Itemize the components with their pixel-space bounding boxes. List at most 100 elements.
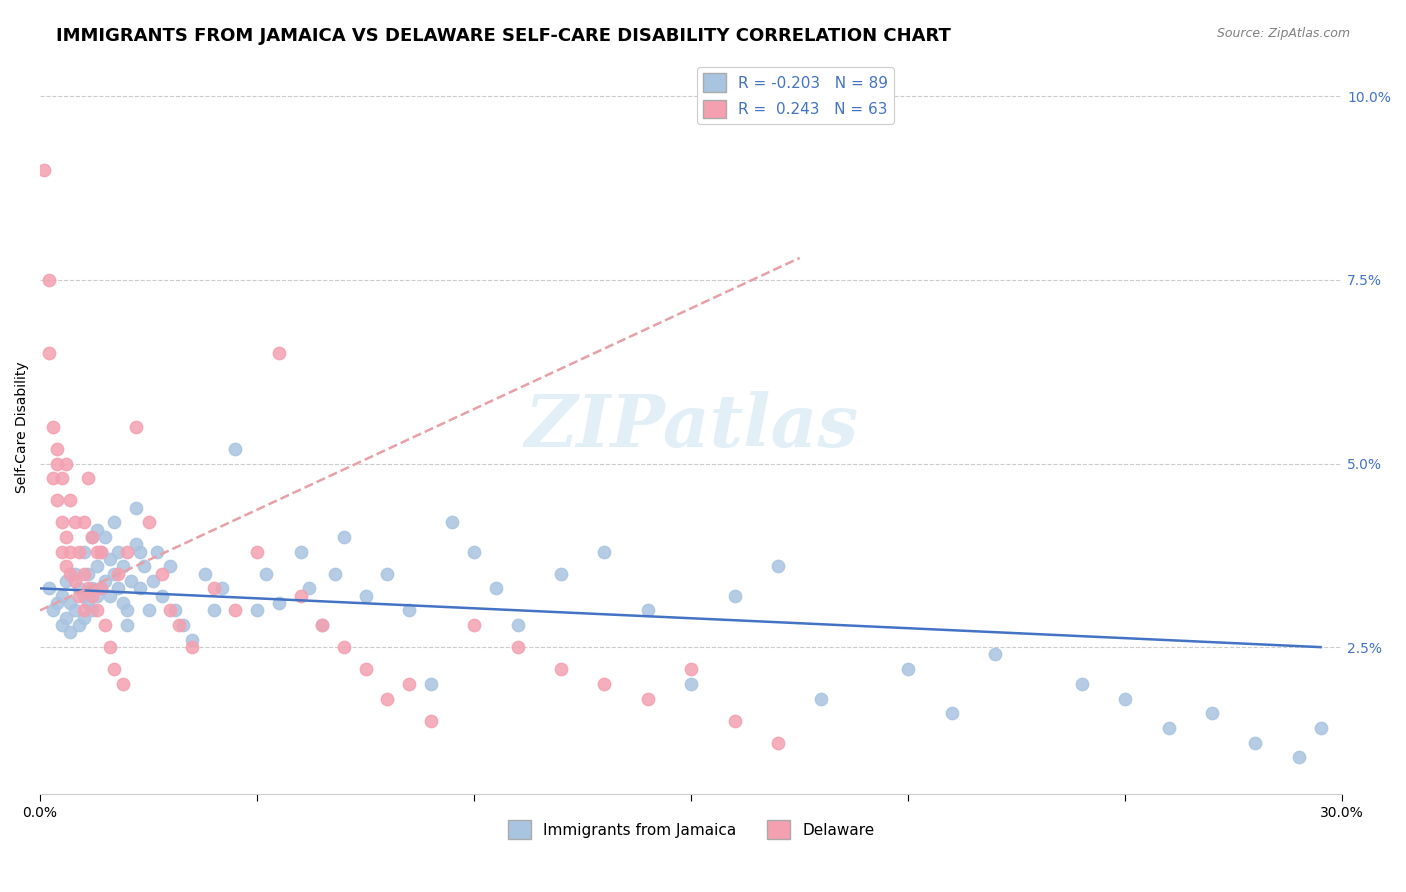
Point	[51, 471, 73, 485]
Point	[72, 611, 94, 625]
Point	[86, 603, 108, 617]
Point	[59, 566, 82, 581]
Point	[1244, 736, 1267, 750]
Point	[419, 677, 441, 691]
Point	[150, 566, 173, 581]
Legend: Immigrants from Jamaica, Delaware: Immigrants from Jamaica, Delaware	[502, 814, 880, 845]
Point	[51, 544, 73, 558]
Point	[90, 582, 112, 596]
Point	[506, 640, 529, 654]
Point	[46, 457, 69, 471]
Point	[115, 603, 138, 617]
Point	[984, 648, 1007, 662]
Point	[111, 559, 134, 574]
Point	[76, 582, 98, 596]
Point	[63, 603, 86, 617]
Point	[224, 603, 246, 617]
Point	[124, 537, 146, 551]
Point	[55, 574, 77, 588]
Point	[298, 582, 321, 596]
Point	[63, 566, 86, 581]
Point	[723, 714, 745, 728]
Point	[115, 618, 138, 632]
Point	[202, 582, 225, 596]
Point	[681, 677, 703, 691]
Point	[103, 566, 125, 581]
Point	[111, 596, 134, 610]
Point	[72, 516, 94, 530]
Point	[115, 544, 138, 558]
Point	[51, 618, 73, 632]
Point	[267, 596, 290, 610]
Point	[120, 574, 142, 588]
Point	[550, 662, 572, 676]
Point	[63, 516, 86, 530]
Point	[59, 544, 82, 558]
Point	[94, 574, 117, 588]
Point	[90, 544, 112, 558]
Point	[290, 589, 312, 603]
Point	[76, 596, 98, 610]
Point	[354, 662, 377, 676]
Point	[124, 419, 146, 434]
Point	[103, 516, 125, 530]
Point	[98, 589, 121, 603]
Point	[146, 544, 169, 558]
Point	[897, 662, 920, 676]
Point	[150, 589, 173, 603]
Point	[463, 618, 485, 632]
Point	[51, 589, 73, 603]
Point	[766, 736, 789, 750]
Text: ZIPatlas: ZIPatlas	[524, 392, 858, 462]
Point	[82, 582, 104, 596]
Point	[211, 582, 233, 596]
Point	[333, 530, 356, 544]
Point	[67, 582, 90, 596]
Point	[98, 552, 121, 566]
Point	[254, 566, 277, 581]
Point	[941, 706, 963, 721]
Point	[167, 618, 190, 632]
Point	[82, 530, 104, 544]
Point	[82, 603, 104, 617]
Point	[103, 662, 125, 676]
Point	[82, 589, 104, 603]
Point	[72, 544, 94, 558]
Point	[246, 603, 269, 617]
Text: IMMIGRANTS FROM JAMAICA VS DELAWARE SELF-CARE DISABILITY CORRELATION CHART: IMMIGRANTS FROM JAMAICA VS DELAWARE SELF…	[56, 27, 950, 45]
Point	[67, 589, 90, 603]
Point	[42, 603, 65, 617]
Point	[593, 544, 616, 558]
Point	[111, 677, 134, 691]
Point	[90, 582, 112, 596]
Point	[124, 500, 146, 515]
Point	[1201, 706, 1223, 721]
Point	[637, 691, 659, 706]
Point	[82, 530, 104, 544]
Point	[86, 559, 108, 574]
Point	[681, 662, 703, 676]
Point	[46, 596, 69, 610]
Point	[267, 346, 290, 360]
Point	[485, 582, 508, 596]
Point	[86, 523, 108, 537]
Point	[194, 566, 217, 581]
Point	[637, 603, 659, 617]
Point	[59, 625, 82, 640]
Point	[42, 471, 65, 485]
Point	[98, 640, 121, 654]
Point	[375, 691, 398, 706]
Point	[107, 582, 129, 596]
Point	[86, 544, 108, 558]
Point	[55, 559, 77, 574]
Point	[441, 516, 464, 530]
Text: Source: ZipAtlas.com: Source: ZipAtlas.com	[1216, 27, 1350, 40]
Point	[129, 544, 152, 558]
Point	[323, 566, 346, 581]
Point	[463, 544, 485, 558]
Point	[107, 544, 129, 558]
Point	[419, 714, 441, 728]
Point	[90, 544, 112, 558]
Point	[38, 273, 60, 287]
Point	[42, 419, 65, 434]
